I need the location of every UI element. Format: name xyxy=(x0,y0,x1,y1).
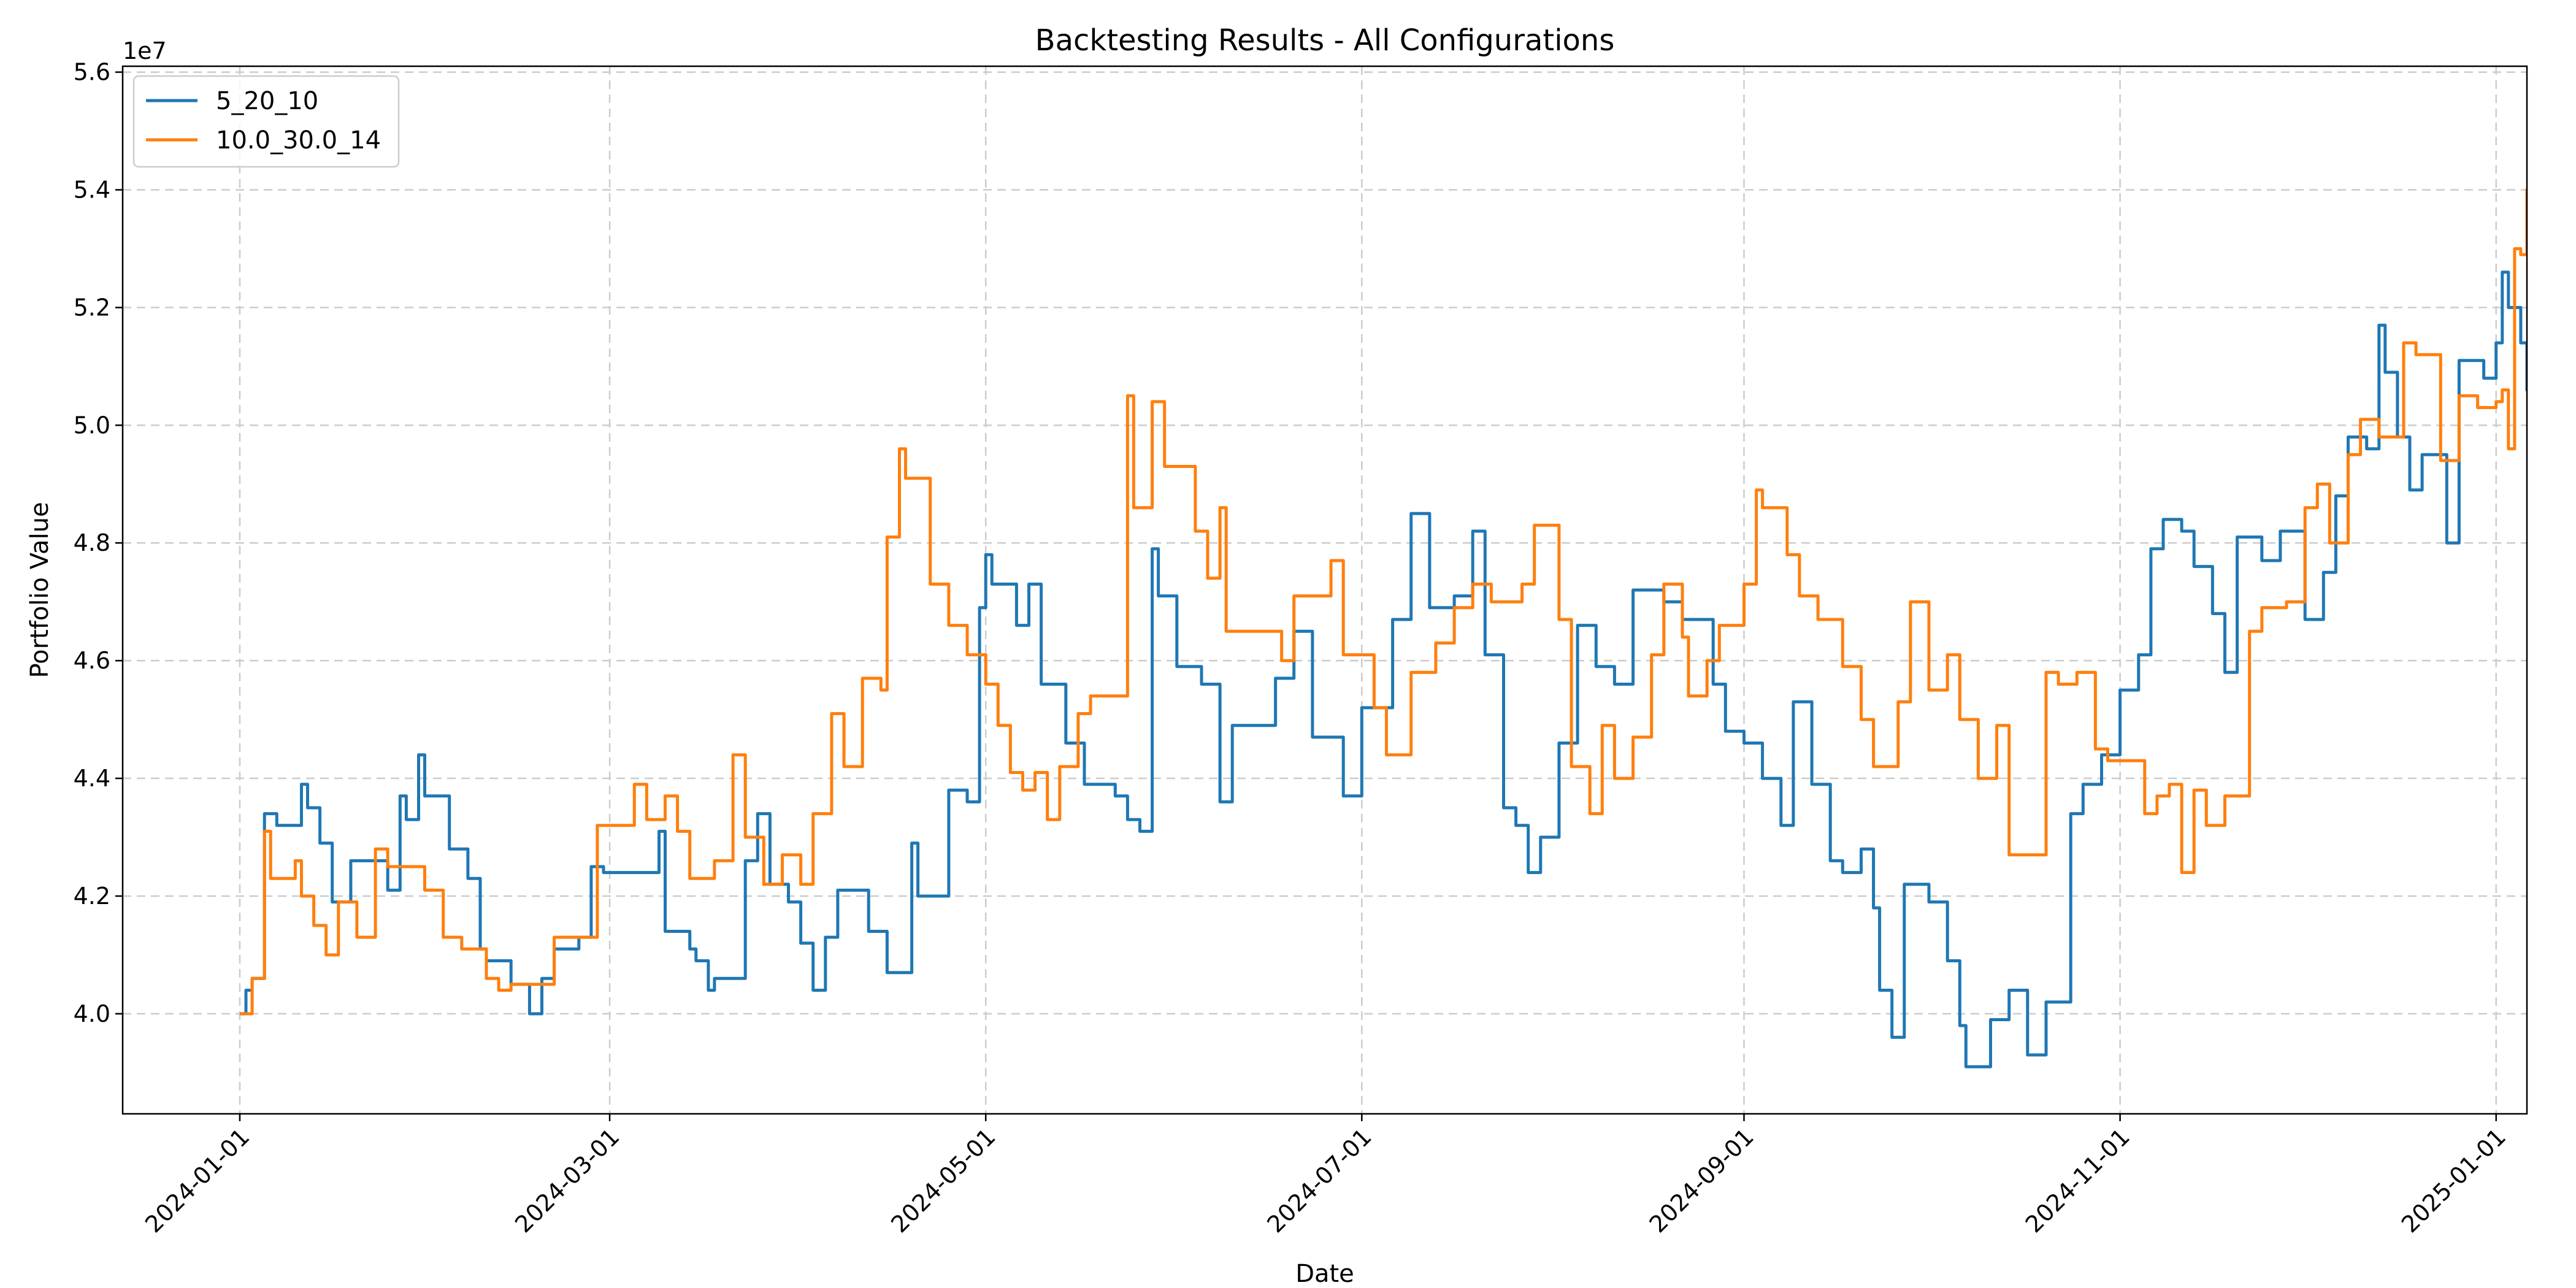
y-tick-label: 5.2 xyxy=(74,294,110,321)
plot-frame xyxy=(121,65,2528,1115)
y-tick-label: 4.0 xyxy=(74,1000,110,1027)
series-line-2 xyxy=(240,188,2527,1016)
chart-title: Backtesting Results - All Configurations xyxy=(1035,23,1615,58)
y-tick-label: 5.4 xyxy=(74,177,110,204)
y-offset-text: 1e7 xyxy=(123,37,167,64)
legend-label-series-1: 5_20_10 xyxy=(216,87,318,115)
legend-label-series-2: 10.0_30.0_14 xyxy=(216,126,381,155)
series-lines xyxy=(240,188,2527,1068)
y-tick-label: 4.2 xyxy=(74,883,110,910)
y-tick-label: 4.8 xyxy=(74,529,110,556)
y-tick-label: 5.0 xyxy=(74,412,110,439)
y-tick-label: 4.6 xyxy=(74,647,110,674)
y-tick-label: 4.4 xyxy=(74,765,110,792)
y-axis-label: Portfolio Value xyxy=(26,502,54,678)
legend: 5_20_10 10.0_30.0_14 xyxy=(132,75,400,168)
legend-box xyxy=(132,75,400,168)
grid xyxy=(123,66,2527,1114)
y-tick-label: 5.6 xyxy=(74,59,110,86)
x-axis-label: Date xyxy=(1295,1260,1354,1288)
